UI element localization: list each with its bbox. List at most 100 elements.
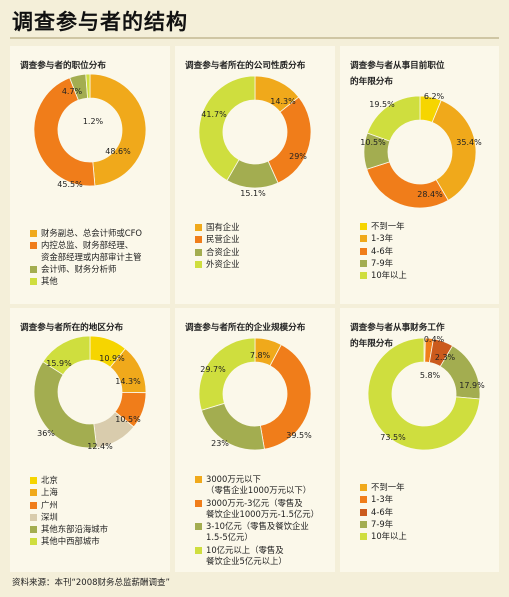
legend-swatch	[30, 230, 37, 237]
donut-slice	[33, 77, 96, 187]
legend-item: 不到一年	[360, 482, 407, 493]
legend-item: 7-9年	[360, 258, 407, 269]
slice-value-label: 23%	[211, 439, 229, 448]
legend-label: 广州	[41, 499, 58, 510]
legend-swatch	[30, 242, 37, 250]
chart-panel: 调查参与者的职位分布 48.6% 45.5% 4.7% 1.2% 财务副总、总会计师或CF…	[10, 46, 170, 304]
donut-slice	[366, 161, 449, 209]
legend-label: 不到一年	[371, 482, 405, 492]
slice-value-label: 45.5%	[57, 180, 83, 189]
legend-label: 3-10亿元（零售及餐饮企业 1.5-5亿元）	[206, 521, 309, 543]
legend-item: 不到一年	[360, 221, 407, 232]
slice-value-label: 10.9%	[99, 354, 125, 363]
legend-item: 3000万元-3亿元（零售及 餐饮企业1000万元-1.5亿元）	[195, 498, 319, 521]
legend-label: 3000万元-3亿元（零售及 餐饮企业1000万元-1.5亿元）	[206, 497, 320, 519]
slice-value-label: 39.5%	[286, 431, 312, 440]
legend-swatch	[360, 484, 367, 491]
legend-swatch	[30, 278, 37, 285]
legend-label: 上海	[41, 487, 58, 498]
legend-label: 10亿元以上（零售及 餐饮企业5亿元以上）	[206, 544, 287, 566]
legend-item: 10年以上	[360, 531, 407, 542]
legend-label: 外资企业	[206, 258, 240, 269]
slice-value-label: 15.1%	[240, 189, 266, 198]
legend-label: 1-3年	[371, 233, 394, 244]
title-divider	[10, 37, 499, 39]
legend-swatch	[30, 513, 37, 521]
legend-item: 4-6年	[360, 507, 407, 518]
legend-swatch	[30, 265, 37, 273]
donut-slice	[198, 337, 256, 411]
chart-title: 调查参与者从事目前职位 的年限分布	[350, 61, 445, 87]
slice-value-label: 41.7%	[201, 110, 227, 119]
chart-title: 调查参与者的职位分布	[20, 61, 106, 71]
legend-swatch	[360, 533, 367, 540]
chart-title: 调查参与者从事财务工作 的年限分布	[350, 323, 445, 349]
slice-value-label: 5.8%	[420, 371, 441, 380]
legend-item: 3-10亿元（零售及餐饮企业 1.5-5亿元）	[195, 521, 319, 544]
donut-slice	[33, 361, 98, 449]
legend-item: 合资企业	[195, 247, 240, 258]
legend-item: 广州	[30, 500, 108, 511]
legend-swatch	[195, 236, 202, 244]
donut-slice	[267, 96, 312, 184]
legend-label: 内控总监、财务部经理、 资金部经理或内部审计主管	[41, 240, 142, 262]
donut-chart: 48.6% 45.5% 4.7% 1.2%	[33, 73, 147, 189]
slice-value-label: 14.3%	[115, 377, 141, 386]
chart-title: 调查参与者所在的企业规模分布	[185, 323, 306, 333]
legend-swatch	[30, 489, 37, 497]
legend-item: 1-3年	[360, 494, 407, 505]
donut-chart: 6.2% 35.4% 28.4% 10.5% 19.5%	[360, 92, 482, 209]
chart-panel: 调查参与者从事目前职位 的年限分布 6.2% 35.4% 28.4% 10.5% 19.5%…	[340, 46, 499, 304]
legend-item: 10亿元以上（零售及 餐饮企业5亿元以上）	[195, 545, 319, 568]
source-note: 资料来源：本刊“2008财务总监薪酬调查”	[12, 578, 170, 588]
legend-item: 3000万元以下 （零售企业1000万元以下）	[195, 474, 319, 497]
legend-item: 1-3年	[360, 233, 407, 244]
slice-value-label: 19.5%	[369, 100, 395, 109]
slice-value-label: 7.8%	[250, 351, 271, 360]
legend-label: 财务副总、总会计师或CFO	[41, 228, 143, 238]
donut-slice	[42, 335, 91, 376]
legend-item: 10年以上	[360, 270, 407, 281]
legend-item: 民营企业	[195, 234, 240, 245]
slice-value-label: 14.3%	[270, 97, 296, 106]
legend-item: 其他中西部城市	[30, 536, 108, 547]
legend-label: 3000万元以下 （零售企业1000万元以下）	[206, 474, 312, 496]
legend-label: 合资企业	[206, 246, 240, 257]
slice-value-label: 2.3%	[435, 353, 456, 362]
legend-swatch	[360, 508, 367, 516]
legend-item: 国有企业	[195, 222, 240, 233]
slice-value-label: 12.4%	[87, 442, 113, 451]
legend-label: 民营企业	[206, 234, 240, 245]
donut-chart: 0.4% 2.3% 5.8% 17.9% 73.5%	[367, 335, 485, 451]
legend-swatch	[195, 224, 202, 231]
legend-label: 国有企业	[206, 222, 240, 232]
legend-label: 北京	[41, 475, 58, 485]
legend-swatch	[360, 272, 367, 279]
legend-item: 4-6年	[360, 246, 407, 257]
donut-slice	[85, 73, 91, 99]
legend-item: 财务副总、总会计师或CFO	[30, 228, 142, 239]
legend-swatch	[195, 499, 202, 507]
legend-swatch	[30, 501, 37, 509]
slice-value-label: 36%	[37, 429, 55, 438]
donut-slice	[366, 95, 421, 142]
legend-swatch	[195, 546, 202, 554]
legend-label: 4-6年	[371, 506, 394, 517]
slice-value-label: 10.5%	[115, 415, 141, 424]
slice-value-label: 15.9%	[46, 359, 72, 368]
legend-label: 其他东部沿海城市	[41, 524, 108, 534]
slice-value-label: 4.7%	[62, 87, 83, 96]
legend-label: 会计师、财务分析师	[41, 263, 117, 274]
legend-swatch	[195, 260, 202, 268]
chart-panel: 调查参与者所在的企业规模分布 7.8% 39.5% 23% 29.7% 3000万元以下（…	[175, 308, 335, 572]
slice-value-label: 48.6%	[105, 147, 131, 156]
donut-slice	[198, 75, 256, 182]
chart-panel: 调查参与者所在的地区分布 10.9% 14.3% 10.5% 12.4% 36% 15.9%…	[10, 308, 170, 572]
legend-swatch	[30, 477, 37, 484]
legend-label: 10年以上	[371, 270, 407, 280]
slice-value-label: 1.2%	[83, 117, 104, 126]
chart-legend: 国有企业民营企业 合资企业 外资企业	[195, 222, 240, 271]
legend-swatch	[360, 235, 367, 243]
legend-swatch	[360, 520, 367, 528]
legend-item: 其他东部沿海城市	[30, 524, 108, 535]
